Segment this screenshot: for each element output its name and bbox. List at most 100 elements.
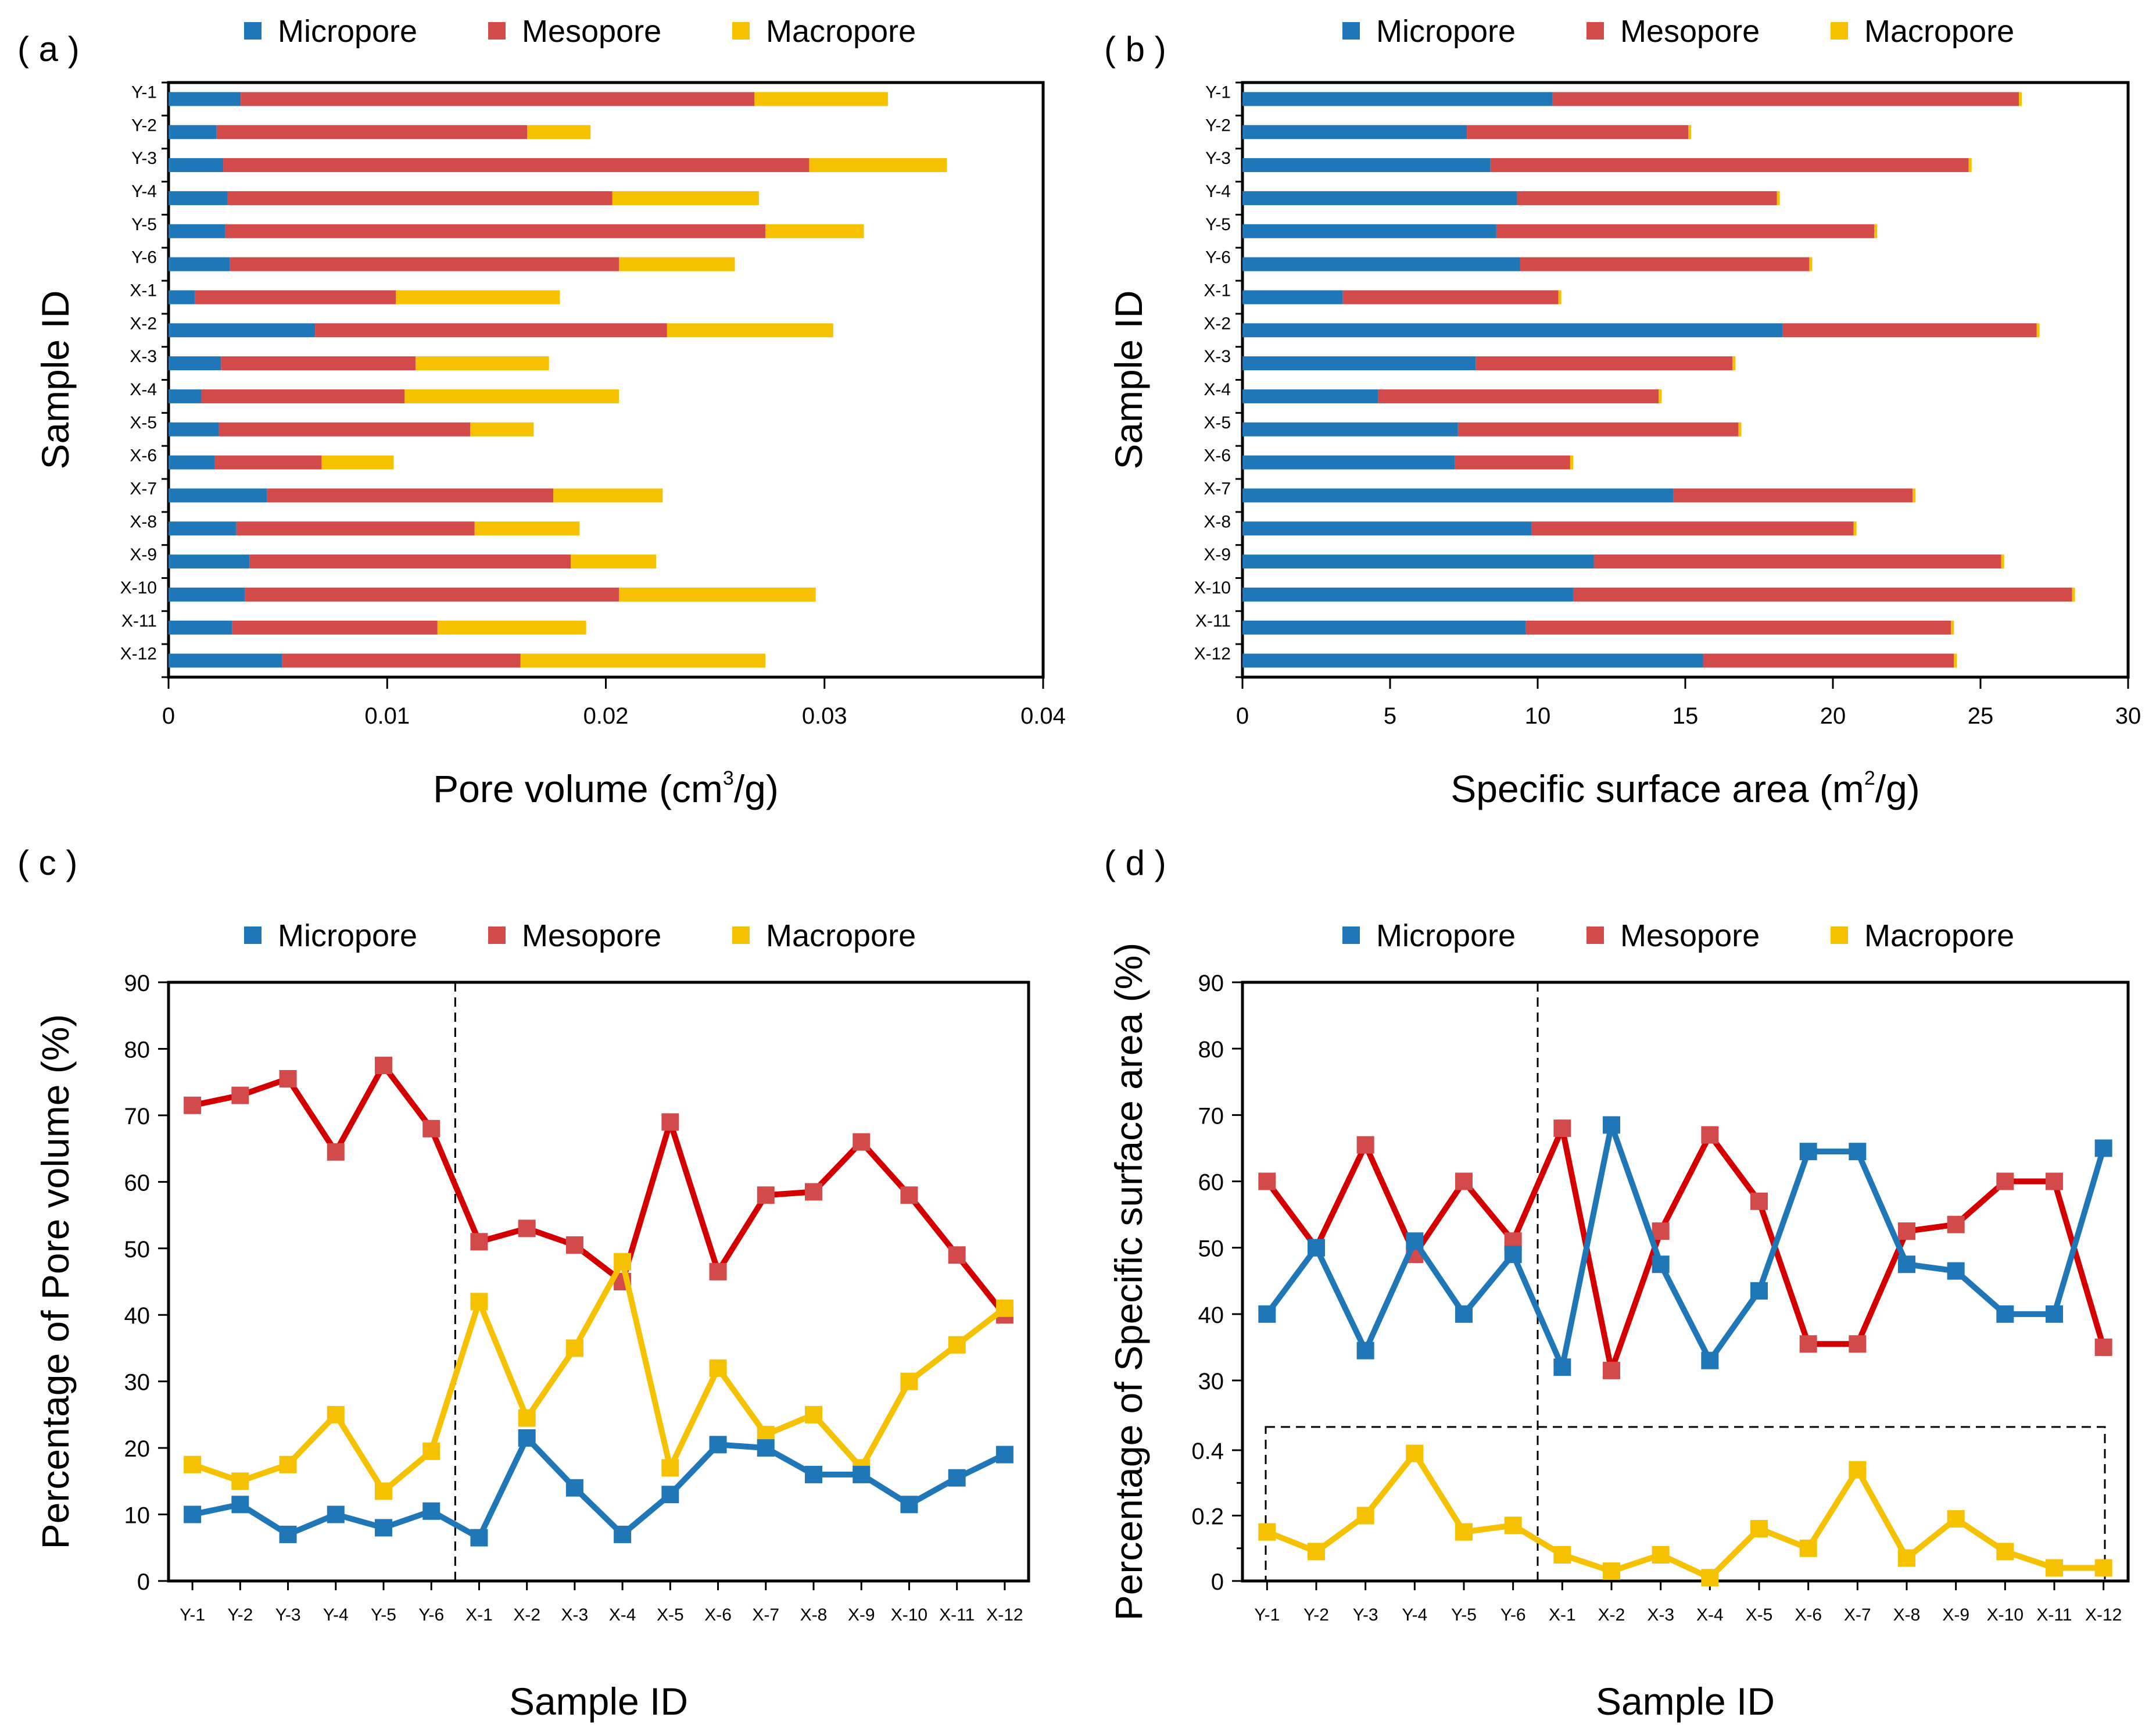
panel-d-xtick-label: X-7 <box>1844 1605 1871 1625</box>
panel-a-bar-mesopore-y-6 <box>230 257 619 271</box>
panel-d-point-mesopore-x-7 <box>1849 1335 1867 1353</box>
panel-a-bar-mesopore-x-11 <box>232 620 438 635</box>
panel-a-bar-micropore-y-1 <box>169 92 241 106</box>
panel-b-bar-macropore-y-3 <box>1968 158 1972 173</box>
panel-c-point-mesopore-x-6 <box>709 1262 727 1280</box>
panel-c-point-mesopore-y-5 <box>375 1057 392 1075</box>
panel-a-xtick-label: 0.03 <box>802 703 847 729</box>
panel-a-bar-macropore-x-9 <box>571 555 657 569</box>
panel-b-xaxis-title-end: /g) <box>1875 767 1920 810</box>
panel-d-legend-swatch-macropore <box>1831 926 1848 944</box>
panel-d-point-mesopore-x-10 <box>1996 1172 2014 1190</box>
panel-c-point-micropore-x-12 <box>995 1446 1013 1464</box>
panel-b-bar-macropore-x-11 <box>1951 620 1954 635</box>
panel-b-bar-micropore-y-2 <box>1242 125 1467 139</box>
panel-d-point-micropore-y-1 <box>1258 1305 1276 1323</box>
panel-b-bar-macropore-x-2 <box>2036 323 2040 338</box>
panel-b-bar-macropore-x-4 <box>1659 389 1662 403</box>
panel-c-point-mesopore-y-6 <box>422 1119 440 1137</box>
panel-a-ytick-label: Y-6 <box>131 248 157 267</box>
panel-b-bar-micropore-x-2 <box>1242 323 1783 338</box>
panel-c-point-micropore-x-3 <box>565 1479 583 1497</box>
panel-b-ytick-label: X-11 <box>1195 611 1231 631</box>
panel-c-ytick-label: 90 <box>124 971 151 996</box>
panel-d-legend-label-macropore: Macropore <box>1864 918 2014 953</box>
panel-a-legend-label-macropore: Macropore <box>766 14 916 49</box>
panel-d-point-micropore-x-7 <box>1849 1143 1867 1161</box>
panel-c-point-macropore-x-12 <box>995 1299 1013 1317</box>
panel-c-ytick-label: 20 <box>124 1436 151 1462</box>
panel-c-xtick-label: X-8 <box>800 1605 828 1625</box>
panel-c-point-macropore-x-6 <box>709 1359 727 1377</box>
panel-c-point-mesopore-x-9 <box>853 1133 871 1151</box>
panel-d-ytick-label-upper: 30 <box>1198 1369 1224 1394</box>
panel-d-point-macropore-y-6 <box>1504 1516 1522 1534</box>
panel-b-ytick-label: X-1 <box>1204 281 1231 300</box>
panel-c-xtick-label: X-12 <box>986 1605 1023 1625</box>
panel-a-legend-label-mesopore: Mesopore <box>522 14 661 49</box>
panel-b-bar-micropore-x-5 <box>1242 422 1458 437</box>
panel-c-xtick-label: Y-2 <box>227 1605 253 1625</box>
panel-c-point-macropore-x-4 <box>614 1253 632 1271</box>
panel-c-point-mesopore-y-2 <box>231 1086 249 1104</box>
panel-c-xtick-label: Y-1 <box>180 1605 205 1625</box>
panel-c-legend-label-macropore: Macropore <box>766 918 916 953</box>
panel-c-point-macropore-y-5 <box>375 1482 392 1500</box>
panel-d-point-mesopore-y-5 <box>1455 1172 1473 1190</box>
panel-c-xtick-label: X-4 <box>609 1605 636 1625</box>
panel-d-ytick-label-lower: 0.2 <box>1191 1504 1224 1530</box>
panel-d-xtick-label: Y-4 <box>1402 1605 1427 1625</box>
panel-a-bar-micropore-x-3 <box>169 356 221 371</box>
panel-c-point-macropore-x-1 <box>470 1293 488 1311</box>
panel-c-point-micropore-y-1 <box>184 1505 202 1523</box>
panel-c-point-mesopore-x-2 <box>518 1219 536 1237</box>
panel-a-bar-mesopore-y-4 <box>227 191 613 205</box>
panel-b-bar-mesopore-x-11 <box>1525 620 1951 635</box>
panel-d-xtick-label: X-3 <box>1647 1605 1674 1625</box>
panel-b-bar-macropore-x-10 <box>2072 587 2075 602</box>
panel-d-point-micropore-y-3 <box>1356 1342 1374 1360</box>
panel-d-xtick-label: X-11 <box>2036 1605 2072 1625</box>
panel-a-yaxis-title: Sample ID <box>34 290 77 469</box>
panel-c-point-mesopore-x-5 <box>661 1113 679 1131</box>
panel-b-bar-mesopore-x-7 <box>1673 488 1913 503</box>
panel-a-bar-micropore-y-6 <box>169 257 230 271</box>
panel-b-legend-swatch-macropore <box>1831 22 1848 40</box>
panel-d-xtick-label: Y-3 <box>1353 1605 1378 1625</box>
panel-b-bar-micropore-y-3 <box>1242 158 1491 173</box>
panel-a-bar-macropore-y-1 <box>754 92 888 106</box>
panel-c-point-mesopore-x-1 <box>470 1233 488 1251</box>
panel-b-legend-label-macropore: Macropore <box>1864 14 2014 49</box>
panel-d-point-micropore-y-5 <box>1455 1305 1473 1323</box>
panel-d-xtick-label: X-12 <box>2085 1605 2122 1625</box>
panel-b-bar-mesopore-y-4 <box>1517 191 1777 205</box>
panel-b-bar-micropore-y-1 <box>1242 92 1553 106</box>
panel-d-point-macropore-y-3 <box>1356 1507 1374 1525</box>
panel-c-point-micropore-y-2 <box>231 1496 249 1514</box>
panel-d-point-micropore-x-8 <box>1898 1255 1915 1273</box>
panel-a-xaxis-title-sup: 3 <box>723 767 734 789</box>
panel-c-point-micropore-y-5 <box>375 1519 392 1537</box>
panel-c-point-macropore-x-11 <box>948 1336 966 1354</box>
panel-d-point-mesopore-x-9 <box>1947 1215 1965 1233</box>
panel-c-point-macropore-y-4 <box>327 1405 345 1423</box>
panel-a-bar-micropore-y-4 <box>169 191 228 205</box>
panel-b-bar-micropore-x-9 <box>1242 555 1594 569</box>
panel-b-bar-micropore-x-8 <box>1242 521 1532 536</box>
panel-d-point-macropore-x-7 <box>1849 1461 1867 1479</box>
panel-b-xaxis-title-main: Specific surface area (m <box>1451 767 1864 810</box>
panel-b-bar-macropore-y-5 <box>1874 224 1878 238</box>
panel-b-ytick-label: Y-3 <box>1205 149 1231 168</box>
panel-c-legend-swatch-mesopore <box>488 926 506 944</box>
panel-b-bar-mesopore-y-5 <box>1496 224 1875 238</box>
panel-a-bar-mesopore-x-1 <box>195 290 396 305</box>
panel-c-point-macropore-x-5 <box>661 1459 679 1477</box>
panel-b-xaxis-title: Specific surface area (m2/g) <box>1451 767 1920 810</box>
panel-b-bar-mesopore-y-1 <box>1552 92 2019 106</box>
panel-b-xtick-label: 10 <box>1525 703 1551 729</box>
panel-b-ytick-label: X-7 <box>1204 479 1231 498</box>
panel-b-ytick-label: X-9 <box>1204 545 1231 564</box>
panel-d-legend-label-micropore: Micropore <box>1376 918 1516 953</box>
panel-c-point-micropore-x-1 <box>470 1529 488 1547</box>
